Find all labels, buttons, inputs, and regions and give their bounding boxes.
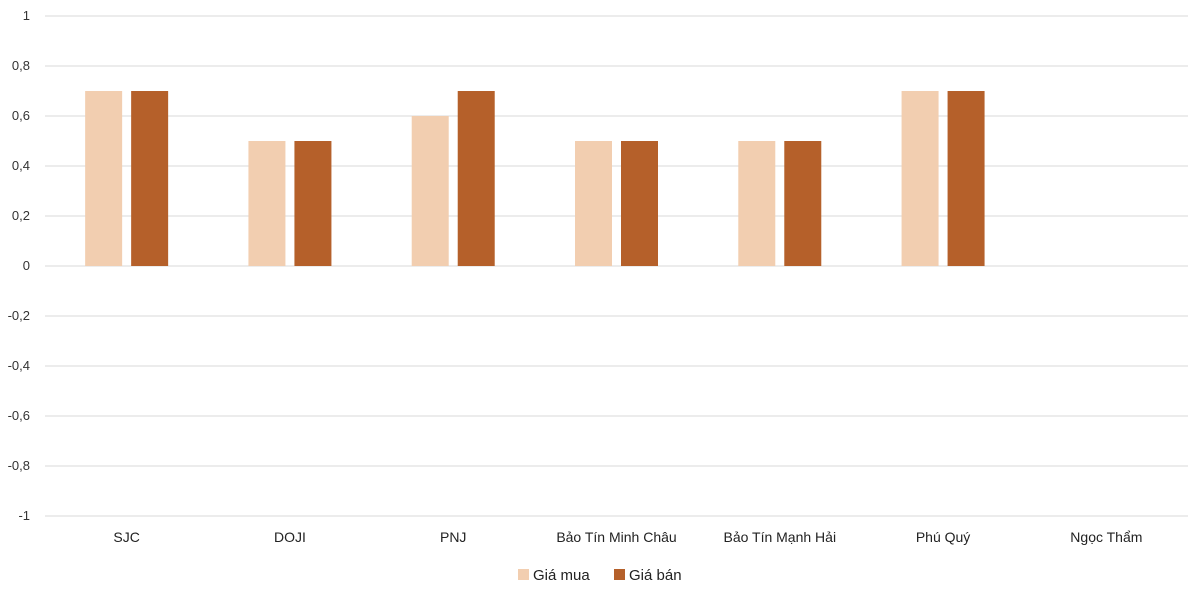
y-tick-label: -0,4	[8, 358, 30, 373]
bar-gia-ban	[784, 141, 822, 266]
y-tick-label: 0	[23, 258, 30, 273]
y-tick-label: 0,2	[12, 208, 30, 223]
bar-gia-ban	[457, 91, 495, 266]
y-tick-label: 0,6	[12, 108, 30, 123]
bar-gia-mua	[248, 141, 286, 266]
bar-gia-ban	[294, 141, 332, 266]
gridlines	[45, 15, 1188, 517]
legend-label: Giá bán	[629, 567, 682, 584]
y-tick-label: 0,8	[12, 58, 30, 73]
x-tick-label: SJC	[113, 529, 139, 545]
x-tick-label: Phú Quý	[916, 529, 970, 545]
legend-label: Giá mua	[533, 567, 590, 584]
legend-swatch	[518, 569, 529, 580]
y-tick-label: 1	[23, 8, 30, 23]
y-tick-label: -0,2	[8, 308, 30, 323]
legend-swatch	[614, 569, 625, 580]
x-tick-label: Bảo Tín Minh Châu	[556, 529, 676, 545]
bar-gia-ban	[131, 91, 169, 266]
bar-gia-mua	[738, 141, 776, 266]
bar-gia-ban	[621, 141, 658, 266]
legend: Giá mua Giá bán	[518, 567, 682, 584]
x-axis-ticks: SJC DOJI PNJ Bảo Tín Minh Châu Bảo Tín Mạnh …	[113, 529, 1142, 545]
y-tick-label: -1	[18, 508, 30, 523]
x-tick-label: Bảo Tín Mạnh Hải	[723, 529, 836, 545]
bar-gia-ban	[947, 91, 985, 266]
y-axis-ticks: 1 0,8 0,6 0,4 0,2 0 -0,2 -0,4 -0,6 -0,8 -1	[8, 8, 30, 523]
x-tick-label: PNJ	[440, 529, 466, 545]
x-tick-label: Ngọc Thẩm	[1070, 529, 1142, 545]
y-tick-label: 0,4	[12, 158, 30, 173]
y-tick-label: -0,6	[8, 408, 30, 423]
bars	[85, 91, 985, 266]
bar-gia-mua	[575, 141, 612, 266]
bar-gia-mua	[411, 116, 449, 266]
bar-gia-mua	[85, 91, 123, 266]
x-tick-label: DOJI	[274, 529, 306, 545]
bar-gia-mua	[901, 91, 939, 266]
y-tick-label: -0,8	[8, 458, 30, 473]
